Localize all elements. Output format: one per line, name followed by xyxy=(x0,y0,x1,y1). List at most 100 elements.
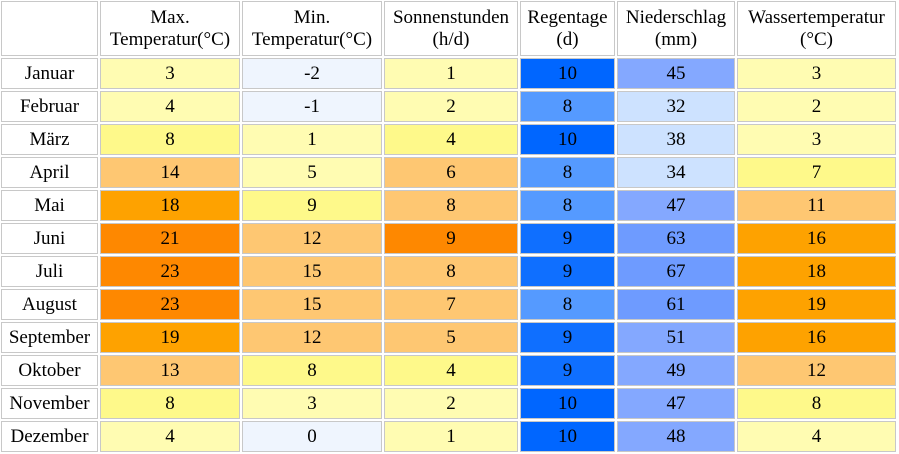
column-header-line2: (d) xyxy=(556,28,579,50)
table-cell: 18 xyxy=(737,256,896,287)
header-row: Max. Temperatur(°C) Min. Temperatur(°C) … xyxy=(1,1,896,56)
table-cell: 8 xyxy=(242,355,382,386)
table-cell: 5 xyxy=(242,157,382,188)
table-cell: 3 xyxy=(737,124,896,155)
column-header-line1: Min. xyxy=(293,6,331,28)
header-corner-cell xyxy=(1,1,98,56)
table-row: Mai 18 9 8 8 47 11 xyxy=(1,190,896,221)
table-cell: 34 xyxy=(617,157,735,188)
table-cell: 23 xyxy=(100,289,240,320)
table-cell: 38 xyxy=(617,124,735,155)
column-header-line2: (°C) xyxy=(800,28,833,50)
table-cell: -2 xyxy=(242,58,382,89)
table-cell: 19 xyxy=(100,322,240,353)
table-cell: 61 xyxy=(617,289,735,320)
table-cell: 8 xyxy=(384,190,518,221)
table-cell: 8 xyxy=(520,289,615,320)
table-row: Dezember 4 0 1 10 48 4 xyxy=(1,421,896,452)
month-label: Dezember xyxy=(1,421,98,452)
table-cell: -1 xyxy=(242,91,382,122)
table-cell: 6 xyxy=(384,157,518,188)
table-cell: 9 xyxy=(520,355,615,386)
table-cell: 1 xyxy=(242,124,382,155)
table-cell: 9 xyxy=(520,322,615,353)
column-header-min-temperature: Min. Temperatur(°C) xyxy=(242,1,382,56)
column-header-line1: Sonnenstunden xyxy=(392,6,510,28)
column-header-water-temperature: Wassertemperatur (°C) xyxy=(737,1,896,56)
table-row: Januar 3 -2 1 10 45 3 xyxy=(1,58,896,89)
column-header-line1: Regentage xyxy=(527,6,608,28)
table-cell: 7 xyxy=(737,157,896,188)
table-cell: 23 xyxy=(100,256,240,287)
table-cell: 1 xyxy=(384,58,518,89)
month-label: Juli xyxy=(1,256,98,287)
table-cell: 3 xyxy=(242,388,382,419)
table-cell: 8 xyxy=(100,388,240,419)
table-cell: 21 xyxy=(100,223,240,254)
column-header-max-temperature: Max. Temperatur(°C) xyxy=(100,1,240,56)
month-label: Juni xyxy=(1,223,98,254)
table-cell: 3 xyxy=(737,58,896,89)
table-cell: 47 xyxy=(617,388,735,419)
table-cell: 12 xyxy=(242,322,382,353)
table-cell: 7 xyxy=(384,289,518,320)
table-cell: 67 xyxy=(617,256,735,287)
table-cell: 13 xyxy=(100,355,240,386)
table-cell: 8 xyxy=(520,190,615,221)
month-label: September xyxy=(1,322,98,353)
table-cell: 0 xyxy=(242,421,382,452)
table-cell: 9 xyxy=(520,223,615,254)
table-cell: 2 xyxy=(384,388,518,419)
table-cell: 16 xyxy=(737,223,896,254)
table-row: Juni 21 12 9 9 63 16 xyxy=(1,223,896,254)
table-cell: 4 xyxy=(100,421,240,452)
table-cell: 10 xyxy=(520,421,615,452)
table-cell: 15 xyxy=(242,256,382,287)
table-cell: 1 xyxy=(384,421,518,452)
month-label: April xyxy=(1,157,98,188)
month-label: Oktober xyxy=(1,355,98,386)
column-header-line2: (h/d) xyxy=(432,28,470,50)
table-row: September 19 12 5 9 51 16 xyxy=(1,322,896,353)
table-cell: 19 xyxy=(737,289,896,320)
table-cell: 3 xyxy=(100,58,240,89)
table-cell: 9 xyxy=(242,190,382,221)
table-cell: 8 xyxy=(737,388,896,419)
table-cell: 63 xyxy=(617,223,735,254)
table-cell: 16 xyxy=(737,322,896,353)
table-cell: 4 xyxy=(737,421,896,452)
table-cell: 2 xyxy=(737,91,896,122)
table-row: Oktober 13 8 4 9 49 12 xyxy=(1,355,896,386)
month-label: August xyxy=(1,289,98,320)
table-cell: 4 xyxy=(384,124,518,155)
table-row: November 8 3 2 10 47 8 xyxy=(1,388,896,419)
table-cell: 11 xyxy=(737,190,896,221)
table-header: Max. Temperatur(°C) Min. Temperatur(°C) … xyxy=(1,1,896,56)
month-label: Mai xyxy=(1,190,98,221)
table-row: August 23 15 7 8 61 19 xyxy=(1,289,896,320)
table-row: März 8 1 4 10 38 3 xyxy=(1,124,896,155)
table-cell: 5 xyxy=(384,322,518,353)
table-cell: 45 xyxy=(617,58,735,89)
table-cell: 9 xyxy=(384,223,518,254)
table-cell: 8 xyxy=(520,91,615,122)
column-header-line1: Wassertemperatur xyxy=(748,6,885,28)
table-cell: 9 xyxy=(520,256,615,287)
table-row: April 14 5 6 8 34 7 xyxy=(1,157,896,188)
table-row: Februar 4 -1 2 8 32 2 xyxy=(1,91,896,122)
table-cell: 14 xyxy=(100,157,240,188)
table-cell: 48 xyxy=(617,421,735,452)
table-cell: 4 xyxy=(384,355,518,386)
table-cell: 4 xyxy=(100,91,240,122)
column-header-sunshine-hours: Sonnenstunden (h/d) xyxy=(384,1,518,56)
month-label: Februar xyxy=(1,91,98,122)
table-cell: 2 xyxy=(384,91,518,122)
column-header-line1: Niederschlag xyxy=(625,6,727,28)
table-body: Januar 3 -2 1 10 45 3 Februar 4 -1 2 8 32 2 März 8 1 4 10 3… xyxy=(1,58,896,452)
column-header-line2: (mm) xyxy=(654,28,698,50)
table-cell: 12 xyxy=(242,223,382,254)
table-cell: 12 xyxy=(737,355,896,386)
month-label: März xyxy=(1,124,98,155)
column-header-rain-days: Regentage (d) xyxy=(520,1,615,56)
